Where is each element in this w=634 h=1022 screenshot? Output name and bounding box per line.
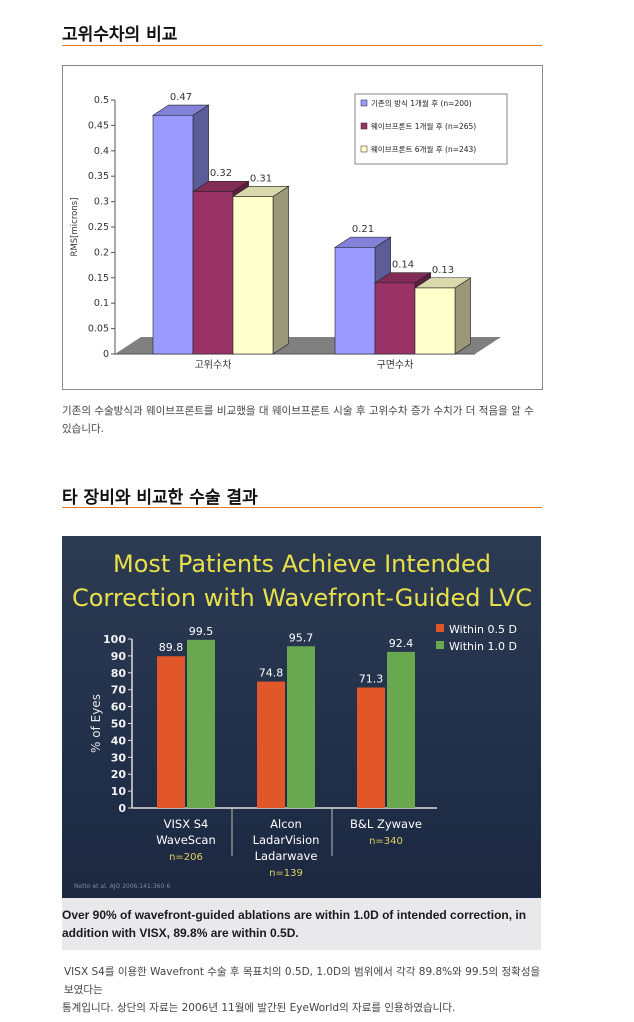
y-tick-label: 0.35 xyxy=(88,171,109,182)
bar xyxy=(257,681,285,808)
legend-label: 기존의 방식 1개월 후 (n=200) xyxy=(371,98,472,108)
y-tick-label: 40 xyxy=(111,734,127,747)
x-category-label: 구면수차 xyxy=(377,359,414,371)
slide-summary-panel: Over 90% of wavefront-guided ablations a… xyxy=(62,898,541,950)
bar xyxy=(387,651,415,808)
legend-label: Within 1.0 D xyxy=(449,640,517,653)
source-note-line1: VISX S4를 이용한 Wavefront 수술 후 목표치의 0.5D, 1… xyxy=(64,966,541,996)
bar-value-label: 0.32 xyxy=(210,168,232,179)
bar-value-label: 99.5 xyxy=(189,625,214,638)
section-title-aberration: 고위수차의 비교 xyxy=(62,25,178,45)
bar xyxy=(152,114,194,355)
legend-label: Within 0.5 D xyxy=(449,623,517,636)
bar-value-label: 74.8 xyxy=(259,667,284,680)
legend-swatch xyxy=(360,145,368,153)
y-tick-label: 0 xyxy=(103,349,109,360)
bar-side xyxy=(454,277,471,355)
bar xyxy=(334,247,376,355)
x-category-label: VISX S4 xyxy=(164,817,209,831)
y-tick-label: 0.05 xyxy=(88,324,109,335)
y-tick-label: 70 xyxy=(111,684,127,697)
bar-value-label: 0.14 xyxy=(392,260,414,271)
wavefront-results-slide: Most Patients Achieve Intended Correction… xyxy=(62,536,541,898)
legend-swatch xyxy=(360,99,368,107)
legend-box xyxy=(354,93,508,165)
y-axis-label: RMS[microns] xyxy=(70,198,80,257)
source-note-line2: 통계입니다. 상단의 자료는 2006년 11월에 발간된 EyeWorld의 … xyxy=(62,1002,456,1014)
chart-caption: 기존의 수술방식과 웨이브프론트를 비교했을 대 웨이브프론트 시술 후 고위수… xyxy=(62,405,534,435)
source-note: VISX S4를 이용한 Wavefront 수술 후 목표치의 0.5D, 1… xyxy=(62,963,552,1017)
y-axis-label: % of Eyes xyxy=(89,694,103,753)
bar xyxy=(414,287,456,355)
section-divider xyxy=(62,507,542,508)
x-category-label: 고위수차 xyxy=(195,358,232,371)
slide-summary-line1: Over 90% of wavefront-guided ablations a… xyxy=(62,908,527,922)
y-tick-label: 100 xyxy=(103,633,126,646)
x-category-label: WaveScan xyxy=(156,833,216,847)
section-divider xyxy=(62,45,542,46)
bar xyxy=(374,282,416,355)
y-tick-label: 0.15 xyxy=(88,273,109,284)
aberration-bar-chart: 0 0.05 0.1 0.15 0.2 0.25 0.3 0.35 0.4 0.45 0.5 RMS[… xyxy=(70,92,508,371)
y-tick-label: 60 xyxy=(111,701,127,714)
eyes-percentage-bar-chart: Most Patients Achieve Intended Correction… xyxy=(72,550,532,890)
sample-size-label: n=340 xyxy=(369,836,403,847)
x-category-label: Alcon xyxy=(270,817,302,831)
bar-value-label: 0.31 xyxy=(250,173,272,184)
y-tick-label: 30 xyxy=(111,751,127,764)
bar-value-label: 71.3 xyxy=(359,673,384,686)
y-tick-label: 0.4 xyxy=(94,146,109,157)
citation-text: Netto et al. AJO 2006;141:360-6 xyxy=(74,883,170,890)
y-tick-label: 0.3 xyxy=(94,197,109,208)
bar xyxy=(157,656,185,808)
bar-value-label: 92.4 xyxy=(389,637,414,650)
bar-value-label: 95.7 xyxy=(289,631,314,644)
x-category-label: B&L Zywave xyxy=(350,817,422,831)
bar-value-label: 0.47 xyxy=(170,92,192,103)
y-tick-label: 0.2 xyxy=(94,247,109,258)
sample-size-label: n=139 xyxy=(269,868,303,879)
bar xyxy=(187,639,215,808)
y-tick-label: 0.1 xyxy=(94,298,109,309)
bar xyxy=(357,687,385,808)
y-tick-label: 50 xyxy=(111,718,127,731)
slide-title-line2: Correction with Wavefront-Guided LVC xyxy=(72,584,532,612)
y-tick-label: 90 xyxy=(111,650,127,663)
bar-value-label: 0.21 xyxy=(352,224,374,235)
y-tick-label: 20 xyxy=(111,768,127,781)
y-tick-label: 0.5 xyxy=(94,95,109,106)
legend-swatch xyxy=(360,122,368,130)
legend-label: 웨이브프론트 1개월 후 (n=265) xyxy=(371,121,476,131)
y-tick-label: 0.45 xyxy=(88,120,109,131)
x-category-label: Ladarwave xyxy=(255,849,318,863)
slide-summary-line2: addition with VISX, 89.8% are within 0.5… xyxy=(62,926,299,940)
section-title-comparison: 타 장비와 비교한 수술 결과 xyxy=(62,488,258,508)
y-tick-label: 0 xyxy=(118,802,126,815)
aberration-chart-panel: 0 0.05 0.1 0.15 0.2 0.25 0.3 0.35 0.4 0.45 0.5 RMS[… xyxy=(62,65,543,390)
bar xyxy=(232,196,274,355)
y-tick-label: 10 xyxy=(111,785,127,798)
bar-value-label: 0.13 xyxy=(432,265,454,276)
bar xyxy=(192,191,234,355)
legend-swatch xyxy=(436,624,444,632)
legend-swatch xyxy=(436,641,444,649)
legend-label: 웨이브프론트 6개월 후 (n=243) xyxy=(371,144,476,154)
y-tick-label: 0.25 xyxy=(88,222,109,233)
y-tick-label: 80 xyxy=(111,667,127,680)
x-category-label: LadarVision xyxy=(253,833,320,847)
sample-size-label: n=206 xyxy=(169,852,203,863)
slide-title-line1: Most Patients Achieve Intended xyxy=(113,550,491,578)
bar xyxy=(287,646,315,808)
bar-side xyxy=(272,185,289,355)
bar-value-label: 89.8 xyxy=(159,641,184,654)
